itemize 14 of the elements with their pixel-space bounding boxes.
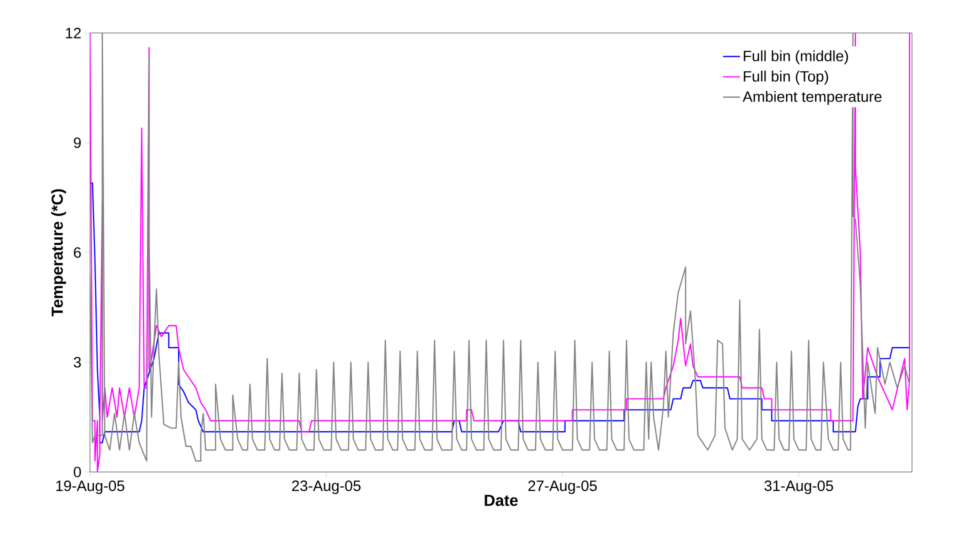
x-tick-label: 27-Aug-05 [528,480,597,494]
y-tick-label: 9 [74,137,81,148]
y-axis-title: Temperature (*C) [51,189,66,316]
y-tick-label: 6 [74,247,81,258]
y-tick-label: 3 [74,356,81,368]
x-tick-label: 31-Aug-05 [764,480,834,494]
y-tick-label: 0 [74,466,81,478]
y-tick-label: 12 [66,28,81,38]
legend-label: Ambient temperature [742,90,882,105]
legend-label: Full bin (Top) [744,70,828,85]
x-tick-label: 19-Aug-05 [56,480,124,494]
x-tick-label: 23-Aug-05 [292,480,361,494]
x-axis-title: Date [484,494,518,506]
legend-label: Full bin (middle) [744,50,848,64]
